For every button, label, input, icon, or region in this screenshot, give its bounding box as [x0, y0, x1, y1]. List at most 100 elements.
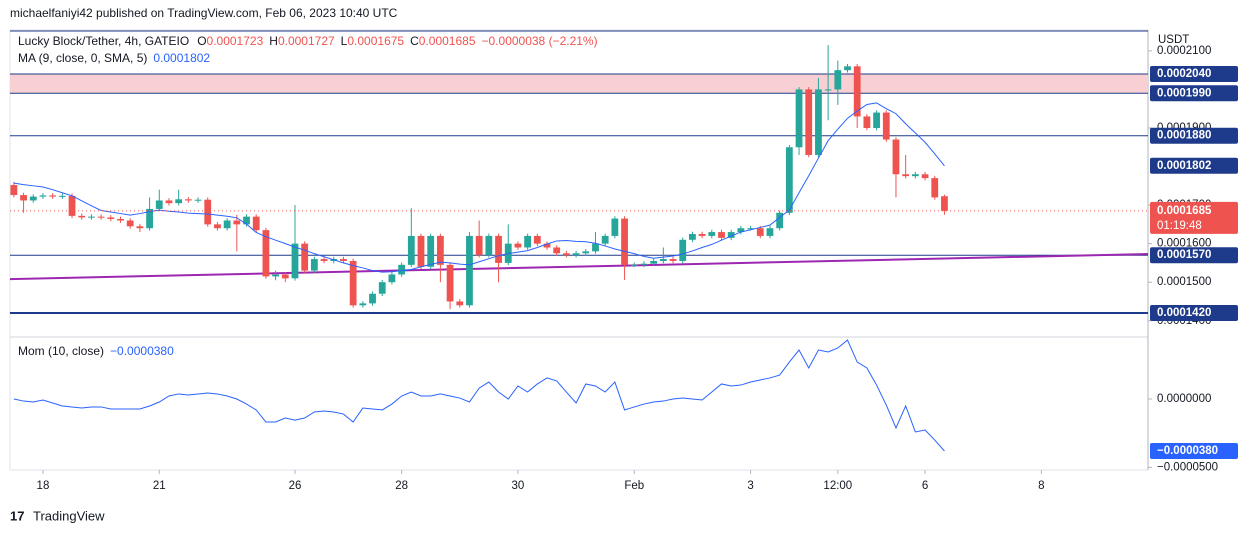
candle-body: [640, 263, 648, 265]
mom-tick-label: 0.0000000: [1157, 393, 1211, 405]
candle-body: [572, 253, 580, 256]
candle-body: [252, 216, 260, 231]
level-label: 0.0001570: [1157, 249, 1211, 261]
candle-body: [689, 234, 696, 240]
candle-body: [446, 264, 454, 302]
candle-body: [407, 235, 415, 265]
candle-body: [388, 274, 396, 283]
mom-name: Mom (10, close): [18, 344, 104, 358]
candle-body: [291, 243, 299, 279]
candle-body: [10, 185, 18, 196]
candle-body: [737, 228, 745, 233]
ma-line: [13, 102, 945, 273]
level-label-box: [1150, 247, 1238, 264]
ma-label-box: [1150, 157, 1238, 174]
candle-body: [785, 147, 793, 213]
candle-body: [117, 218, 124, 221]
candle-body: [214, 224, 221, 229]
price-label: 0.0001685: [1157, 205, 1212, 217]
candle-body: [630, 264, 638, 266]
candle-body: [136, 226, 144, 229]
candle-body: [310, 259, 318, 271]
level-label: 0.0002040: [1157, 68, 1211, 80]
mom-line: [13, 339, 945, 452]
x-tick-label: 30: [512, 480, 525, 492]
candle-body: [902, 174, 910, 177]
candle-body: [747, 228, 754, 230]
candle-body: [165, 200, 173, 204]
candle-body: [107, 217, 115, 219]
candle-body: [184, 199, 192, 201]
ohlc-value: 0.0001727: [278, 34, 335, 48]
candle-body: [563, 253, 570, 256]
candle-body: [805, 89, 813, 155]
candle-body: [456, 301, 464, 306]
candle-body: [650, 260, 658, 264]
candle-body: [669, 259, 677, 261]
candle-body: [97, 216, 105, 218]
countdown: 01:19:48: [1157, 220, 1202, 232]
candle-body: [340, 259, 347, 261]
candle-body: [553, 247, 561, 254]
candle-body: [475, 235, 483, 256]
mom-label: −0.0000380: [1157, 445, 1218, 457]
candle-body: [58, 195, 66, 197]
candle-body: [756, 228, 764, 236]
candle-body: [776, 212, 784, 229]
x-tick-label: 3: [747, 480, 753, 492]
candle-body: [727, 232, 735, 238]
candle-body: [485, 235, 493, 256]
candle-body: [349, 260, 357, 306]
ohlc-label: O: [197, 34, 206, 48]
currency: USDT: [1158, 34, 1189, 46]
resistance-zone: [10, 74, 1148, 94]
level-label-box: [1150, 85, 1238, 102]
ohlc-label: C: [410, 34, 419, 48]
candle-body: [708, 232, 716, 236]
ma-value: 0.0001802: [153, 51, 210, 65]
candle-body: [533, 235, 541, 244]
candle-body: [601, 235, 609, 244]
candle-body: [49, 195, 57, 197]
candle-body: [359, 303, 367, 306]
candle-body: [204, 199, 212, 225]
trendline: [9, 253, 1149, 281]
level-label-box: [1150, 127, 1238, 144]
candle-body: [863, 116, 871, 128]
x-tick-label: 21: [153, 480, 166, 492]
brand-logo: 17: [10, 508, 24, 523]
candle-body: [621, 218, 628, 265]
candle-body: [417, 235, 425, 267]
candle-body: [921, 174, 929, 179]
symbol: Lucky Block/Tether, 4h, GATEIO: [18, 34, 189, 48]
x-tick-label: 6: [922, 480, 928, 492]
x-tick-label: 8: [1038, 480, 1044, 492]
mom-value: −0.0000380: [110, 344, 174, 358]
y-tick-label: 0.0001500: [1157, 276, 1211, 288]
ohlc-label: H: [269, 34, 278, 48]
candle-body: [824, 89, 832, 91]
candle-body: [524, 235, 532, 248]
candle-body: [88, 216, 95, 218]
candle-body: [892, 139, 900, 175]
level-label: 0.0001420: [1157, 307, 1211, 319]
candle-body: [233, 220, 241, 225]
x-tick-label: 28: [395, 480, 408, 492]
ohlc-label: L: [341, 34, 348, 48]
candle-body: [882, 112, 890, 140]
ma-name: MA (9, close, 0, SMA, 5): [18, 51, 147, 65]
candle-body: [78, 215, 86, 218]
level-label: 0.0001990: [1157, 87, 1211, 99]
plot-frame: [9, 29, 1149, 471]
candle-body: [223, 220, 231, 229]
candle-body: [320, 259, 328, 261]
candle-body: [543, 243, 551, 248]
candle-body: [582, 251, 590, 254]
candle-body: [514, 243, 522, 248]
candle-body: [592, 243, 599, 252]
candle-body: [436, 235, 444, 265]
publisher: michaelfaniyi42 published on TradingView…: [10, 6, 398, 20]
legend-mom: Mom (10, close) −0.0000380: [18, 344, 174, 358]
candle-body: [718, 232, 725, 238]
